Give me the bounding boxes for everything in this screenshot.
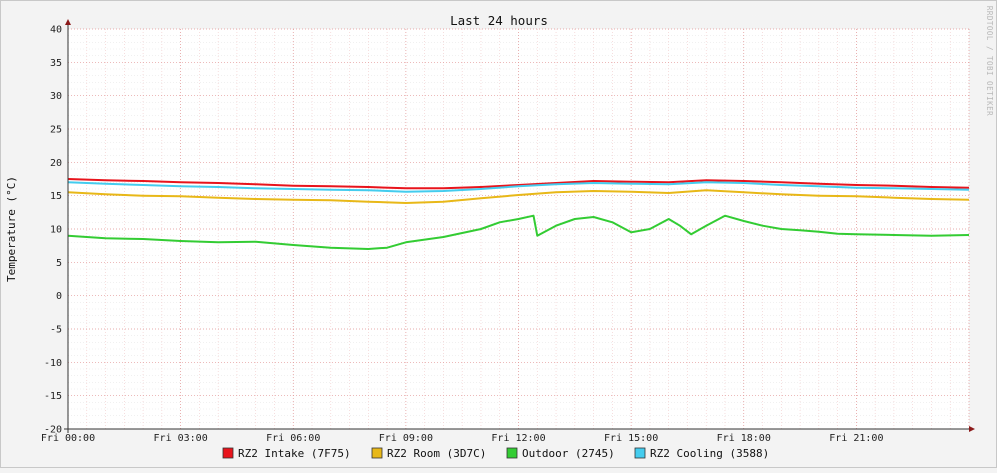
y-tick-label: 30 bbox=[50, 91, 62, 102]
x-tick-label: Fri 03:00 bbox=[154, 433, 208, 444]
x-tick-label: Fri 12:00 bbox=[491, 433, 545, 444]
chart-title: Last 24 hours bbox=[450, 13, 548, 28]
y-tick-label: 15 bbox=[50, 191, 62, 202]
legend-swatch bbox=[371, 447, 383, 459]
y-tick-label: -15 bbox=[44, 391, 62, 402]
legend-item: Outdoor (2745) bbox=[506, 447, 615, 460]
x-tick-label: Fri 18:00 bbox=[717, 433, 771, 444]
legend-item: RZ2 Room (3D7C) bbox=[371, 447, 486, 460]
x-tick-label: Fri 06:00 bbox=[266, 433, 320, 444]
y-tick-label: -5 bbox=[50, 325, 62, 336]
y-tick-label: 0 bbox=[56, 291, 62, 302]
x-axis-arrow bbox=[969, 426, 975, 432]
series-line-3 bbox=[67, 214, 970, 250]
legend-item: RZ2 Intake (7F75) bbox=[222, 447, 351, 460]
series-line-4 bbox=[67, 181, 970, 193]
x-tick-label: Fri 21:00 bbox=[829, 433, 883, 444]
x-tick-labels: Fri 00:00 Fri 03:00 Fri 06:00 Fri 09:00 Fri … bbox=[41, 433, 884, 444]
y-axis-arrow bbox=[65, 19, 71, 25]
y-tick-label: 20 bbox=[50, 158, 62, 169]
legend-swatch bbox=[222, 447, 234, 459]
y-tick-label: 5 bbox=[56, 258, 62, 269]
legend-label: RZ2 Intake (7F75) bbox=[238, 447, 351, 460]
y-axis-label: Temperature (°C) bbox=[5, 176, 18, 282]
grid bbox=[67, 28, 970, 430]
legend-label: Outdoor (2745) bbox=[522, 447, 615, 460]
series-line-1 bbox=[67, 178, 970, 190]
legend-swatch bbox=[634, 447, 646, 459]
y-tick-labels: 40 35 30 25 20 15 10 5 0 -5 -10 -15 -20 bbox=[44, 25, 62, 436]
axes bbox=[64, 19, 975, 433]
legend-label: RZ2 Room (3D7C) bbox=[387, 447, 486, 460]
x-tick-label: Fri 09:00 bbox=[379, 433, 433, 444]
x-tick-label: Fri 00:00 bbox=[41, 433, 95, 444]
y-tick-label: 40 bbox=[50, 25, 62, 36]
legend-label: RZ2 Cooling (3588) bbox=[650, 447, 769, 460]
legend-swatch bbox=[506, 447, 518, 459]
watermark: RRDTOOL / TOBI OETIKER bbox=[985, 6, 994, 116]
y-tick-label: 35 bbox=[50, 58, 62, 69]
y-tick-label: -10 bbox=[44, 358, 62, 369]
legend-item: RZ2 Cooling (3588) bbox=[634, 447, 769, 460]
series-line-2 bbox=[67, 189, 970, 204]
y-tick-label: 10 bbox=[50, 225, 62, 236]
legend: RZ2 Intake (7F75) RZ2 Room (3D7C) Outdoor … bbox=[222, 447, 769, 460]
y-tick-label: -20 bbox=[44, 425, 62, 436]
series-lines bbox=[67, 178, 970, 250]
x-tick-label: Fri 15:00 bbox=[604, 433, 658, 444]
y-tick-label: 25 bbox=[50, 125, 62, 136]
